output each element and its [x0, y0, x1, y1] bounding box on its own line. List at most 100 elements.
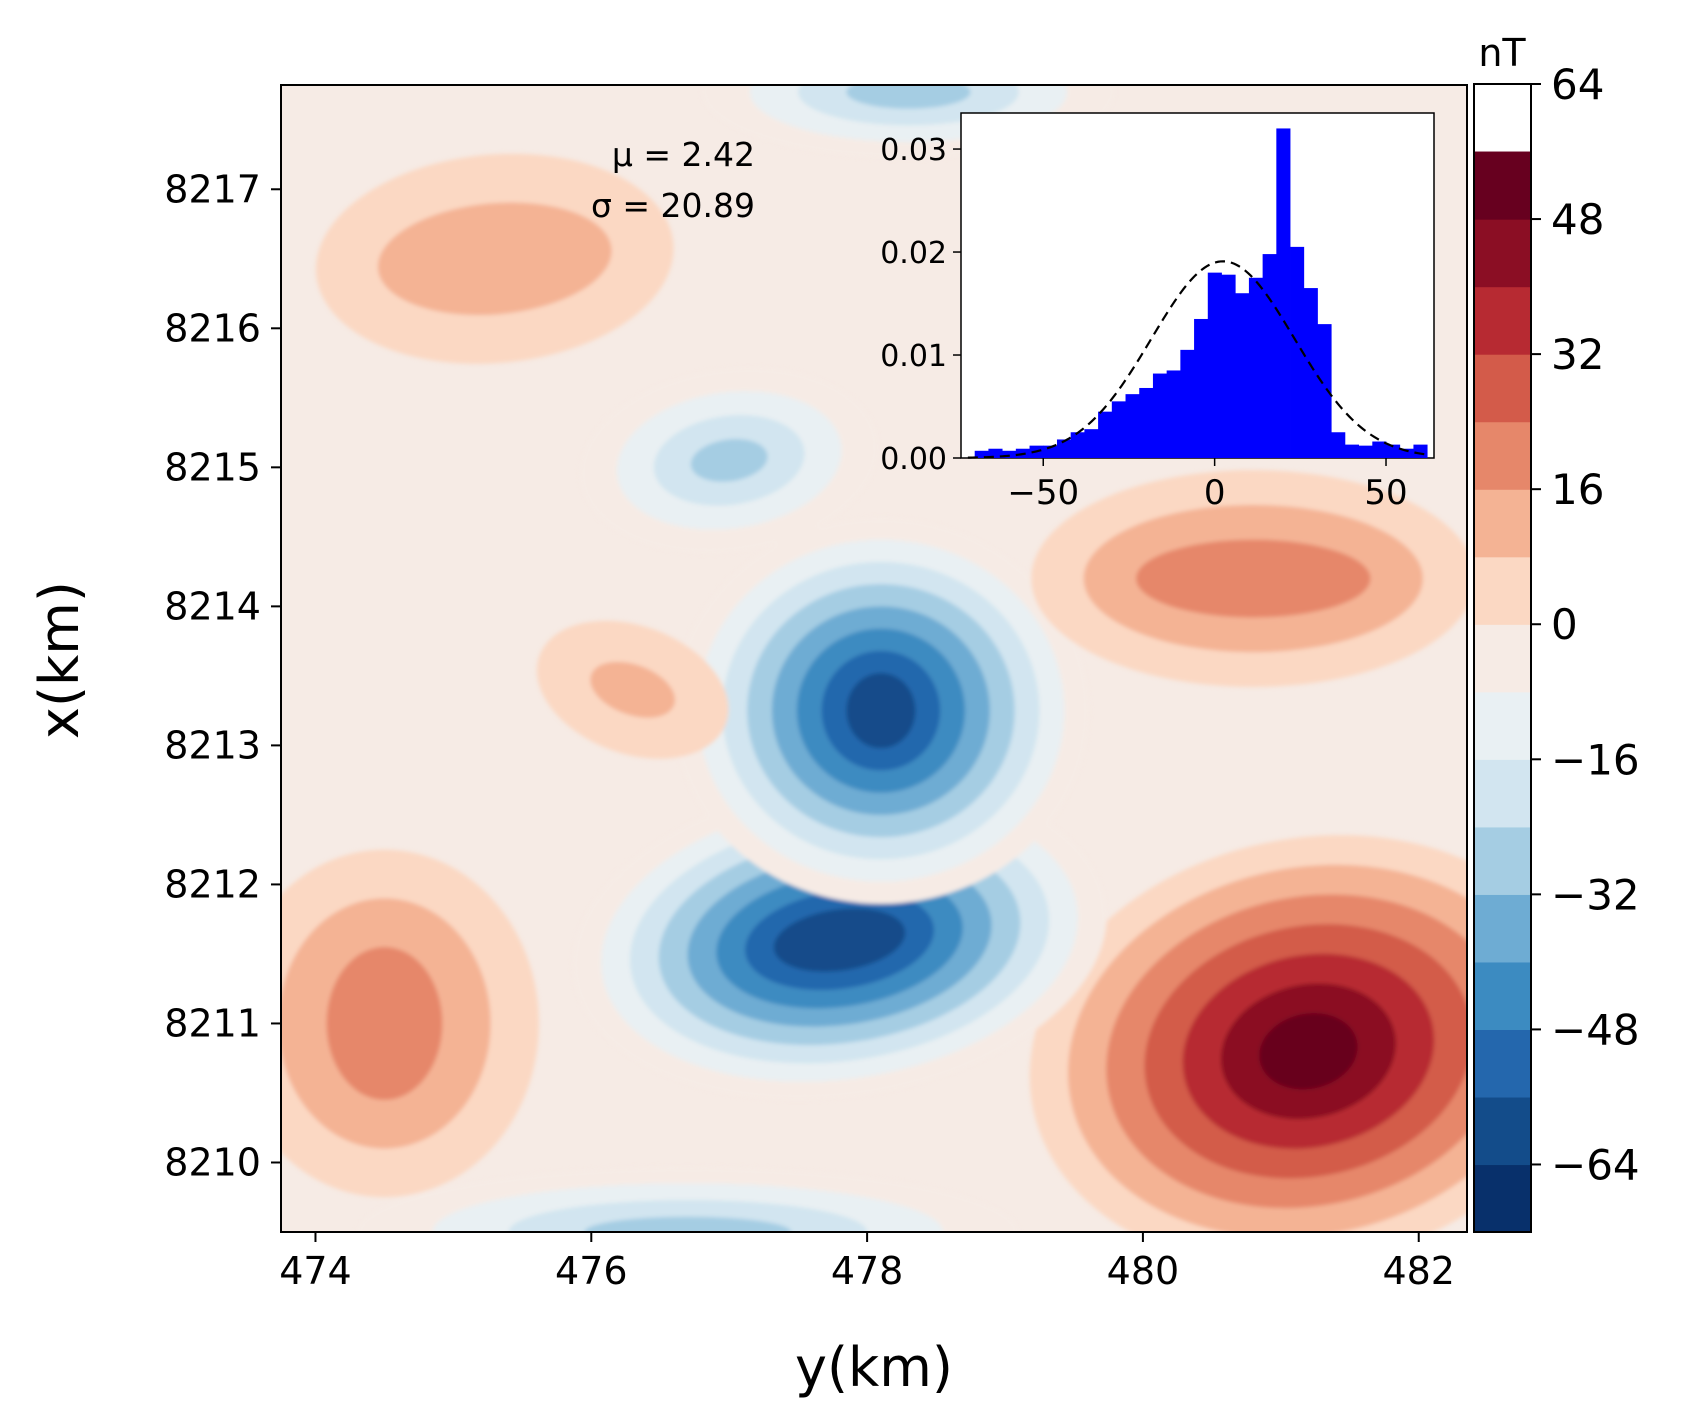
histogram-bar	[1139, 387, 1154, 458]
y-tick-label: 8210	[164, 1140, 261, 1184]
colorbar-tick-label: −48	[1551, 1005, 1640, 1054]
contour-feature-max-8	[315, 153, 674, 364]
colorbar-band	[1474, 1096, 1531, 1166]
histogram-bar	[1413, 444, 1428, 458]
colorbar-band	[1474, 556, 1531, 625]
main-plot-frame	[280, 84, 1468, 1233]
histogram-bar	[1317, 324, 1332, 458]
contour-band	[377, 202, 612, 316]
y-tick-label: 8215	[164, 445, 261, 489]
colorbar-band	[1474, 421, 1531, 490]
histogram-bar	[1386, 444, 1401, 458]
colorbar-tick-label: −16	[1551, 735, 1640, 784]
contour-bands	[281, 85, 1467, 1232]
x-tick-label: 474	[279, 1249, 352, 1293]
histogram-bar	[1372, 441, 1387, 458]
colorbar-tick-label: 0	[1551, 600, 1578, 649]
inset-x-tick-label: 0	[1204, 473, 1226, 513]
inset-x-tick-label: −50	[1007, 473, 1079, 513]
colorbar-band	[1474, 826, 1531, 895]
y-tick-label: 8216	[164, 306, 261, 350]
colorbar: −64 −48 −32 −16 0 16 32 48 64 nT	[1473, 31, 1640, 1233]
y-tick-label: 8214	[164, 584, 261, 628]
histogram-bar	[1262, 254, 1277, 458]
stats-annotation: μ = 2.42 σ = 20.89	[591, 135, 755, 225]
contour-feature-min-3	[579, 367, 879, 554]
colorbar-tick-label: 16	[1551, 465, 1604, 514]
histogram-bar	[1344, 444, 1359, 458]
inset-x-tick-label: 50	[1364, 473, 1407, 513]
histogram-bar	[1152, 373, 1168, 458]
contour-feature-max-0	[1029, 835, 1467, 1232]
histogram-bar	[988, 448, 1003, 458]
histogram-bars	[974, 128, 1428, 458]
normal-pdf-curve	[967, 260, 1428, 459]
histogram-bar	[1276, 128, 1291, 458]
histogram-bar	[1180, 349, 1195, 458]
colorbar-bands	[1474, 151, 1531, 1233]
colorbar-unit-label: nT	[1478, 31, 1526, 75]
contour-feature-max-9	[536, 620, 729, 759]
y-tick-label: 8211	[164, 1001, 261, 1045]
contour-band	[690, 439, 768, 482]
colorbar-band	[1474, 151, 1531, 220]
main-x-axis-label: y(km)	[795, 1336, 953, 1399]
y-tick-label: 8213	[164, 723, 261, 767]
colorbar-ticks: −64 −48 −32 −16 0 16 32 48 64	[1531, 60, 1640, 1189]
colorbar-band	[1474, 624, 1531, 693]
colorbar-tick-label: 48	[1551, 195, 1604, 244]
std-annotation: σ = 20.89	[591, 186, 755, 225]
colorbar-band	[1474, 354, 1531, 423]
inset-y-axis: 0.00 0.01 0.02 0.03	[880, 133, 961, 477]
inset-x-axis: −50 0 50	[1007, 458, 1408, 513]
inset-y-tick-label: 0.00	[880, 442, 947, 477]
histogram-bar	[1235, 293, 1250, 458]
colorbar-tick-label: 64	[1551, 60, 1604, 109]
main-y-axis-label: x(km)	[28, 581, 91, 739]
histogram-bar	[1331, 432, 1346, 458]
histogram-bar	[1358, 445, 1373, 458]
histogram-bar	[1399, 448, 1414, 458]
x-tick-label: 478	[831, 1249, 904, 1293]
histogram-bar	[1248, 277, 1264, 458]
contour-feature-min-5	[356, 1166, 1019, 1232]
histogram-bar	[1056, 439, 1072, 458]
colorbar-tick-label: 32	[1551, 330, 1604, 379]
colorbar-band	[1474, 691, 1531, 760]
colorbar-band	[1474, 759, 1531, 828]
mean-annotation: μ = 2.42	[612, 135, 755, 174]
contour-band	[508, 1200, 868, 1232]
x-tick-label: 480	[1107, 1249, 1180, 1293]
colorbar-tick-label: −64	[1551, 1140, 1640, 1189]
contour-feature-min-2	[672, 517, 1090, 904]
colorbar-band	[1474, 286, 1531, 355]
contour-band	[773, 908, 906, 972]
histogram-bar	[1207, 272, 1222, 458]
contour-band	[590, 661, 676, 718]
contour-band	[326, 946, 443, 1100]
histogram-bar	[1125, 394, 1140, 458]
y-tick-label: 8217	[164, 167, 261, 211]
inset-y-tick-label: 0.01	[880, 339, 947, 374]
histogram-bar	[1290, 246, 1305, 458]
main-x-axis: 474 476 478 480 482	[279, 1232, 1455, 1293]
contour-band	[584, 1216, 792, 1232]
x-tick-label: 476	[555, 1249, 628, 1293]
contour-feature-max-7	[281, 849, 539, 1198]
histogram-bar	[1098, 411, 1113, 458]
contour-band	[846, 673, 916, 749]
histogram-bar	[1194, 318, 1209, 458]
colorbar-band	[1474, 219, 1531, 288]
histogram-bar	[1084, 429, 1099, 458]
contour-band	[1136, 539, 1371, 618]
y-tick-label: 8212	[164, 862, 261, 906]
inset-y-tick-label: 0.03	[880, 133, 947, 168]
main-y-axis: 8210 8211 8212 8213 8214 8215 8216 8217	[164, 167, 281, 1184]
colorbar-band	[1474, 1164, 1531, 1233]
colorbar-band	[1474, 894, 1531, 963]
histogram-bar	[1303, 288, 1318, 458]
histogram-bar	[1002, 450, 1017, 458]
contour-feature-min-1	[572, 780, 1107, 1101]
histogram-bar	[974, 450, 989, 458]
